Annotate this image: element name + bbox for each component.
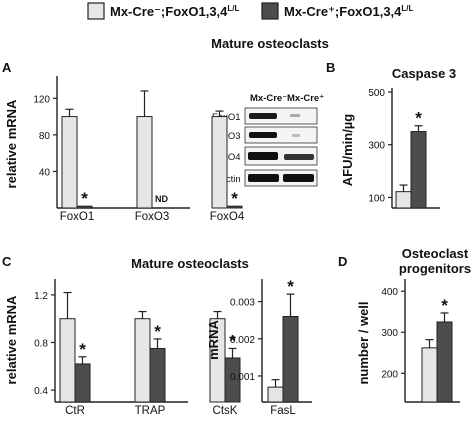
legend-swatch-control (87, 2, 105, 20)
category-label: TRAP (135, 405, 166, 417)
y-tick-label: 0.8 (34, 339, 48, 350)
chart-a-foxo-mrna: 40 80 120 relative mRNA * FoxO1 ND FoxO3 * FoxO4 (4, 76, 245, 223)
category-label: FasL (270, 405, 296, 417)
chart-title: progenitors (399, 261, 471, 276)
category-label: FoxO3 (135, 211, 170, 223)
band-actin-ko (283, 174, 314, 182)
legend: Mx-Cre⁻;FoxO1,3,4L/L Mx-Cre⁺;FoxO1,3,4L/… (87, 2, 414, 20)
bar-ko (74, 363, 91, 403)
y-axis-label: relative mRNA (4, 295, 19, 384)
significance-star: * (229, 331, 236, 350)
y-tick-label: 500 (368, 88, 385, 99)
bar-ko (149, 347, 166, 403)
title-bottom: Mature osteoclasts (131, 256, 249, 271)
bar-control (134, 318, 151, 403)
y-tick-label: 100 (368, 193, 385, 204)
blot-header-ko: Mx-Cre⁺ (287, 93, 324, 104)
panel-label-a: A (2, 60, 12, 75)
chart-c-marker-mrna: 0.4 0.8 1.2 relative mRNA * CtR * TRAP * CtsK (4, 279, 241, 417)
y-tick-label: 1.2 (34, 291, 48, 302)
title-top: Mature osteoclasts (211, 36, 329, 51)
bar-control (61, 116, 78, 209)
blot-frame-foxo3 (244, 126, 318, 144)
band-actin-control (248, 174, 279, 182)
bar-control (136, 116, 153, 209)
y-tick-label: 300 (368, 141, 385, 152)
y-axis-label: AFU/min/µg (340, 114, 355, 187)
legend-label-control: Mx-Cre⁻;FoxO1,3,4L/L (110, 4, 240, 19)
significance-star: * (154, 322, 161, 341)
blot-frame-foxo1 (244, 107, 318, 125)
bar-ko (226, 205, 243, 209)
significance-star: * (287, 277, 294, 296)
western-blot: Mx-Cre⁻ Mx-Cre⁺ FoxO1 FoxO3 FoxO4 β-acti… (212, 93, 324, 187)
band-foxo4-ko (284, 154, 314, 160)
significance-star: * (79, 340, 86, 359)
legend-label-ko: Mx-Cre⁺;FoxO1,3,4L/L (284, 4, 414, 19)
panel-label-c: C (2, 254, 12, 269)
bar-ko (282, 315, 299, 403)
chart-c-fasl-mrna: 0.001 0.002 0.003 mRNA * FasL (206, 277, 312, 417)
blot-header-control: Mx-Cre⁻ (250, 93, 287, 104)
significance-star: * (231, 189, 238, 208)
chart-d-progenitors: 200 300 400 number / well Osteoclastprogenit… (356, 246, 471, 403)
category-label: FoxO4 (210, 211, 245, 223)
y-axis-label: number / well (356, 301, 371, 384)
y-tick-label: 400 (381, 287, 398, 298)
panel-label-d: D (338, 254, 347, 269)
bar-ko (76, 205, 93, 209)
band-foxo3-ko (292, 134, 300, 137)
bar-control (267, 386, 284, 403)
bar-control (421, 347, 438, 403)
band-foxo4-control (248, 152, 278, 160)
bar-ko (410, 131, 427, 209)
y-tick-label: 0.001 (230, 372, 255, 383)
band-foxo1-control (249, 113, 277, 119)
panel-label-b: B (326, 60, 335, 75)
y-tick-label: 0.002 (230, 335, 255, 346)
band-foxo1-ko (290, 114, 300, 117)
category-label: CtsK (213, 405, 238, 417)
bar-control (211, 116, 228, 209)
category-label: FoxO1 (60, 211, 95, 223)
y-tick-label: 200 (381, 369, 398, 380)
y-axis-label: mRNA (206, 320, 221, 360)
chart-title: Caspase 3 (392, 66, 456, 81)
significance-star: * (81, 189, 88, 208)
y-tick-label: 0.4 (34, 386, 48, 397)
not-detected-label: ND (155, 194, 168, 204)
significance-star: * (441, 296, 448, 315)
y-tick-label: 300 (381, 328, 398, 339)
band-foxo3-control (249, 132, 277, 138)
chart-title: Osteoclast (402, 246, 469, 261)
bar-control (395, 191, 412, 209)
bar-control (59, 318, 76, 403)
legend-swatch-ko (261, 2, 279, 20)
y-tick-label: 0.003 (230, 298, 255, 309)
y-tick-label: 120 (33, 94, 50, 105)
significance-star: * (415, 109, 422, 128)
chart-b-caspase3: 100 300 500 AFU/min/µg Caspase 3 * (340, 66, 456, 209)
bar-ko (436, 321, 453, 403)
blot-frame-foxo4 (244, 146, 318, 166)
y-tick-label: 80 (39, 131, 51, 142)
category-label: CtR (65, 405, 85, 417)
y-axis-label: relative mRNA (4, 99, 19, 188)
y-tick-label: 40 (39, 167, 51, 178)
